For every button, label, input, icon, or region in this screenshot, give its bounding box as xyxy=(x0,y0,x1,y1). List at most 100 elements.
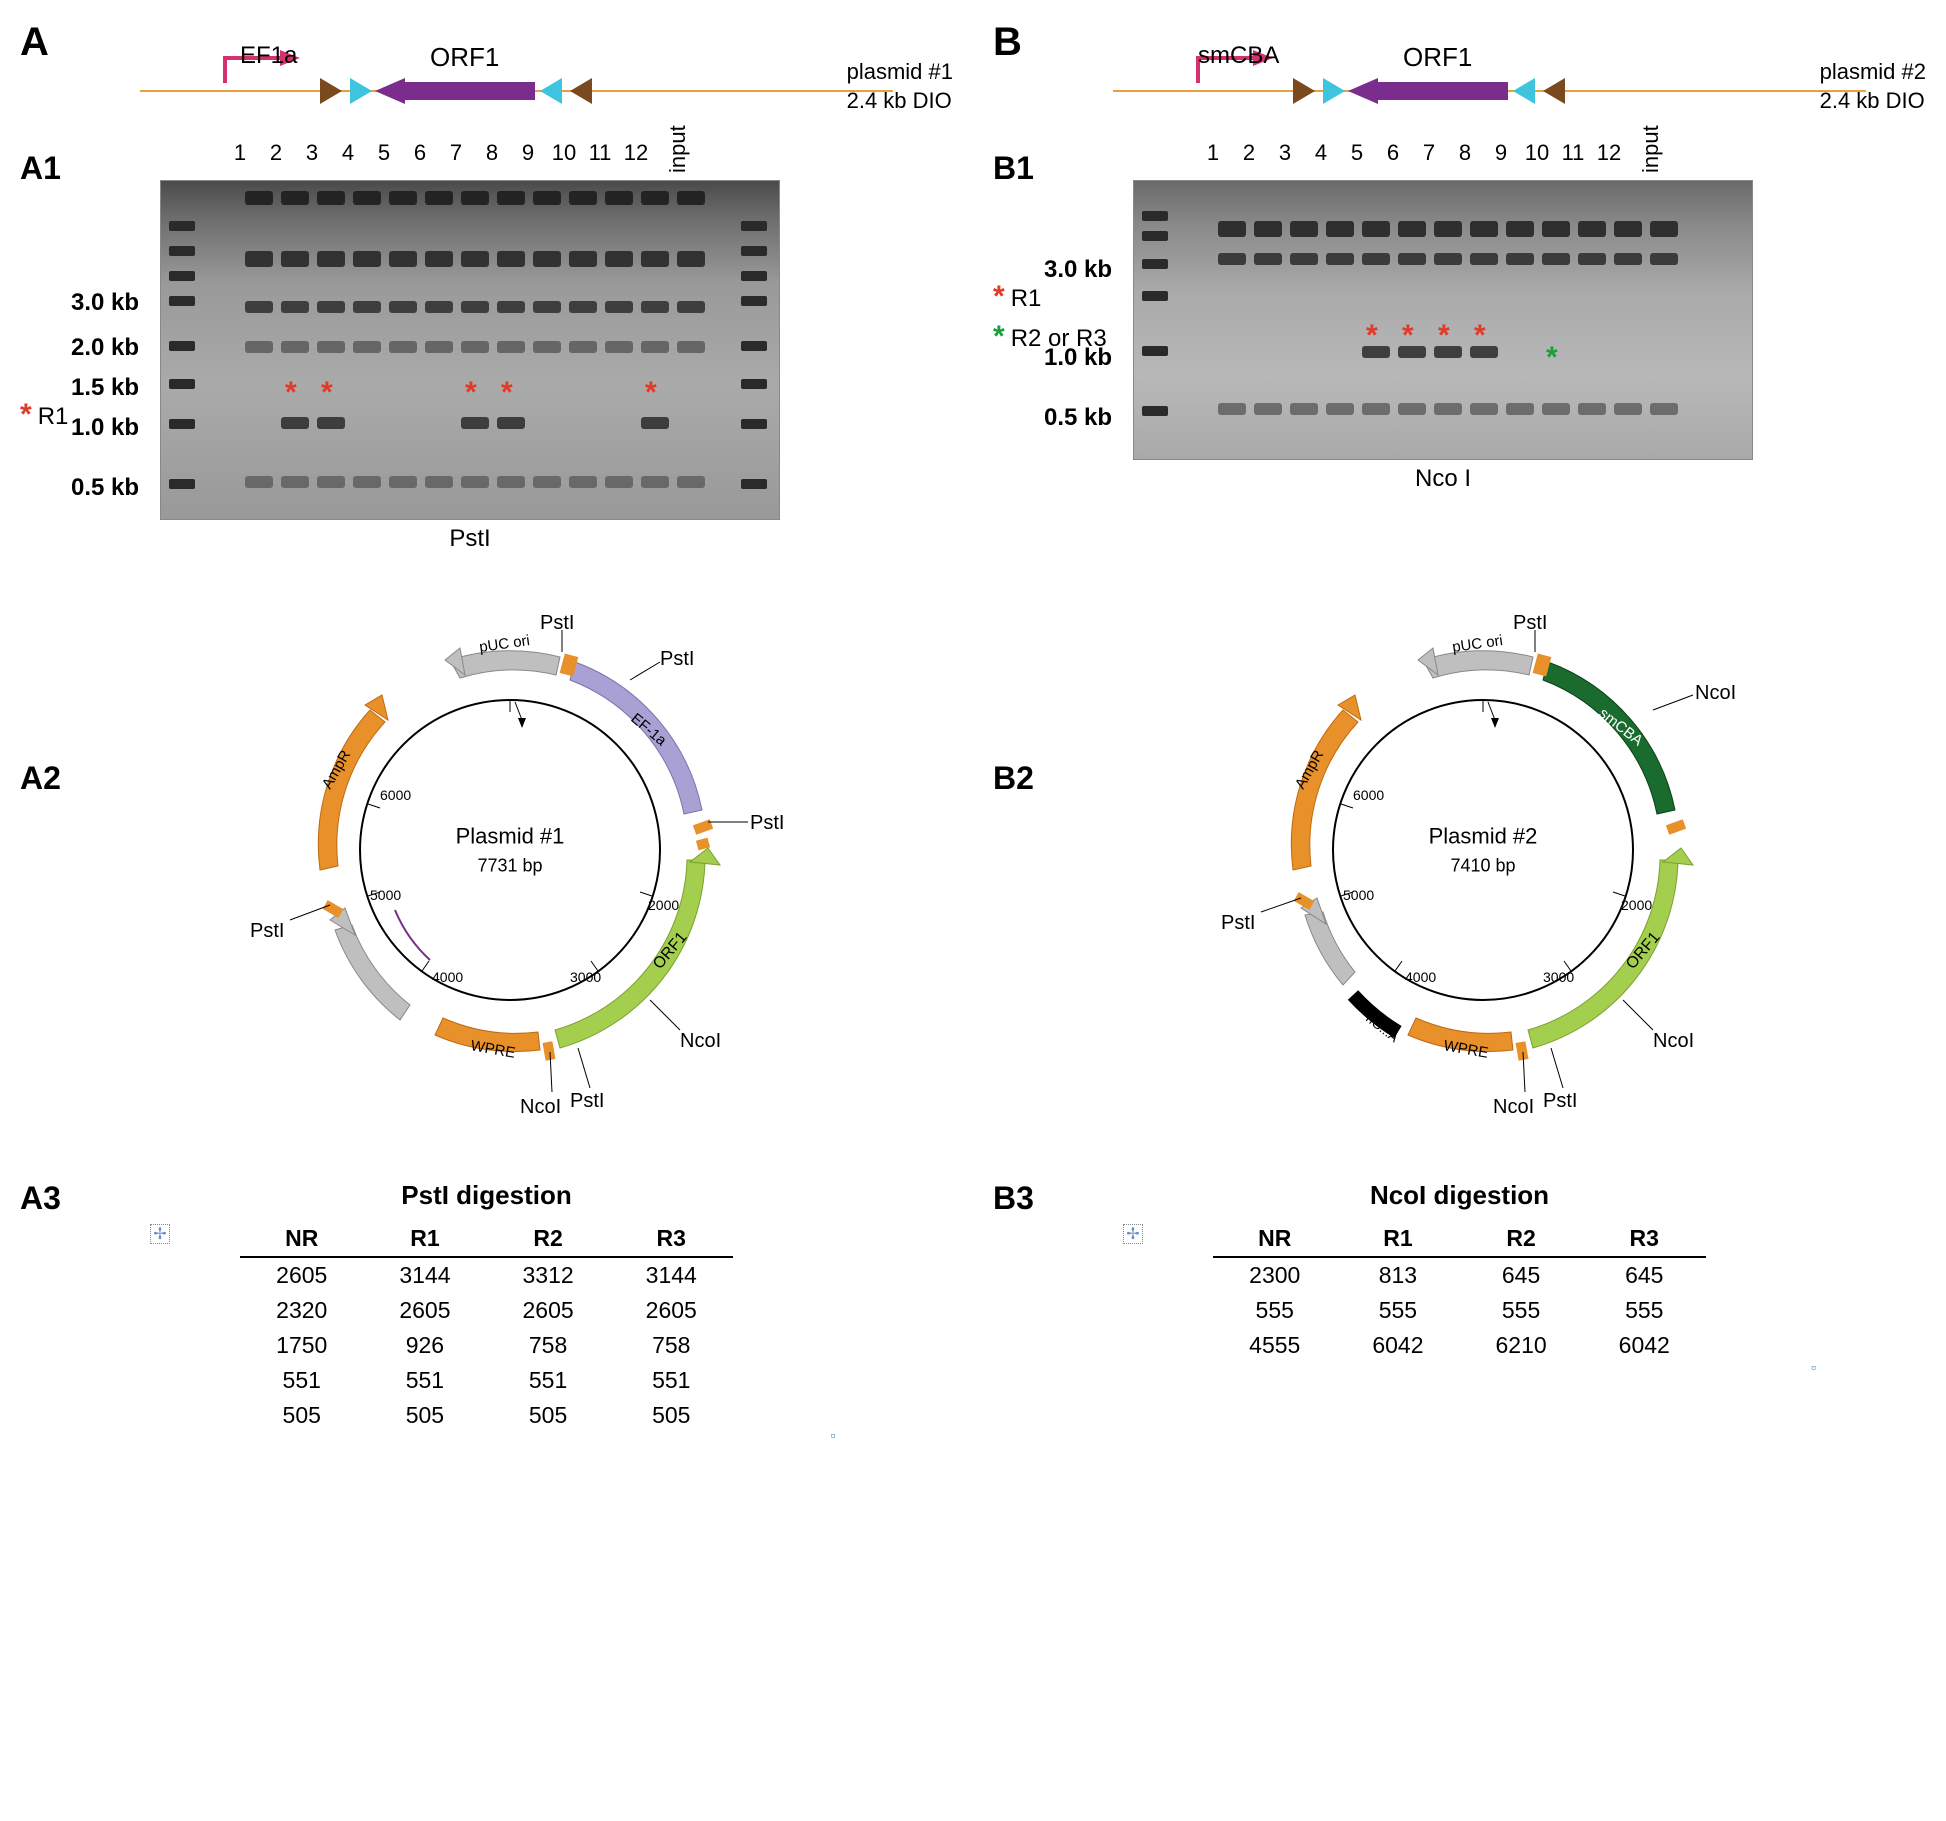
lane-label: 10 xyxy=(546,140,582,166)
panel-b2-label: B2 xyxy=(993,760,1034,797)
lane-label: 12 xyxy=(1591,140,1627,166)
lane-label: 6 xyxy=(402,140,438,166)
crop-mark-icon: ✢ xyxy=(1123,1224,1143,1244)
table-cell: 2605 xyxy=(610,1293,733,1328)
tick-6000: 6000 xyxy=(380,787,411,803)
lane-label: 1 xyxy=(222,140,258,166)
table-a: NR R1 R2 R3 2605314433123144232026052605… xyxy=(240,1221,733,1433)
col-r3: R3 xyxy=(610,1221,733,1257)
size-marker: 3.0 kb xyxy=(1044,256,1112,284)
col-r2: R2 xyxy=(487,1221,610,1257)
map-b-size: 7410 bp xyxy=(1429,856,1538,877)
ladder-left-b xyxy=(1142,191,1168,471)
site-label: NcoI xyxy=(680,1030,721,1053)
lane-label: 11 xyxy=(582,140,618,166)
gel-a-enzyme: PstI xyxy=(449,525,490,553)
panel-b-label: B xyxy=(993,20,1022,65)
table-cell: 2605 xyxy=(363,1293,486,1328)
lox-cyan-right-b xyxy=(1513,78,1535,104)
caption-b-line2: 2.4 kb DIO xyxy=(1820,87,1926,116)
table-cell: 1750 xyxy=(240,1328,363,1363)
table-a-section: A3 ✢ PstI digestion NR R1 R2 R3 26053144… xyxy=(20,1180,953,1433)
table-cell: 6042 xyxy=(1583,1328,1706,1363)
table-row: 551551551551 xyxy=(240,1363,733,1398)
size-marker: 0.5 kb xyxy=(71,474,139,502)
site-label: PstI xyxy=(540,612,574,635)
site-label: PstI xyxy=(1221,912,1255,935)
lane-label: 7 xyxy=(438,140,474,166)
table-cell: 505 xyxy=(487,1398,610,1433)
table-cell: 555 xyxy=(1213,1293,1336,1328)
lane-label: 11 xyxy=(1555,140,1591,166)
legend-text: R2 or R3 xyxy=(1011,325,1107,352)
table-row: 1750926758758 xyxy=(240,1328,733,1363)
gel-a-container: 1 2 3 4 5 6 7 8 9 10 11 12 input 3.0 kb xyxy=(160,180,953,520)
table-cell: 6042 xyxy=(1336,1328,1459,1363)
table-cell: 555 xyxy=(1336,1293,1459,1328)
table-row: 2300813645645 xyxy=(1213,1257,1706,1293)
lane-label: 2 xyxy=(258,140,294,166)
construct-b-caption: plasmid #2 2.4 kb DIO xyxy=(1820,58,1926,115)
svg-text:5000: 5000 xyxy=(1343,887,1374,903)
plasmid-map-a: 2000 3000 4000 5000 6000 pUC ori EF-1a O… xyxy=(260,600,760,1100)
map-b-center: Plasmid #2 7410 bp xyxy=(1429,824,1538,877)
construct-b: smCBA ORF1 plasmid #2 2.4 kb DIO xyxy=(1113,40,1866,140)
table-b-title: NcoI digestion xyxy=(993,1180,1926,1211)
lox-cyan-right-a xyxy=(540,78,562,104)
asterisk-icon: * xyxy=(20,398,32,431)
lane-label: 7 xyxy=(1411,140,1447,166)
asterisk-icon: * xyxy=(321,376,333,410)
lane-label: 8 xyxy=(1447,140,1483,166)
panel-b3-label: B3 xyxy=(993,1180,1034,1217)
table-cell: 505 xyxy=(240,1398,363,1433)
table-cell: 758 xyxy=(610,1328,733,1363)
lox-brown-left-a xyxy=(320,78,342,104)
asterisk-icon: * xyxy=(1474,319,1486,353)
site-label: PstI xyxy=(570,1090,604,1113)
lane-label: 3 xyxy=(1267,140,1303,166)
panel-b-top: B smCBA ORF1 plasmid #2 2.4 kb DI xyxy=(993,20,1926,140)
col-r1: R1 xyxy=(1336,1221,1459,1257)
promoter-a-label: EF1a xyxy=(240,42,297,70)
lox-cyan-left-b xyxy=(1323,78,1345,104)
lane-label-input: input xyxy=(1638,133,1664,173)
orf-b-label: ORF1 xyxy=(1403,42,1472,73)
lane-label: 5 xyxy=(1339,140,1375,166)
col-nr: NR xyxy=(1213,1221,1336,1257)
lane-label: 2 xyxy=(1231,140,1267,166)
tick-4000: 4000 xyxy=(432,969,463,985)
svg-text:2000: 2000 xyxy=(1621,897,1652,913)
svg-text:6000: 6000 xyxy=(1353,787,1384,803)
table-cell: 551 xyxy=(487,1363,610,1398)
table-cell: 551 xyxy=(240,1363,363,1398)
caption-a-line1: plasmid #1 xyxy=(847,58,953,87)
lane-label: 6 xyxy=(1375,140,1411,166)
table-cell: 758 xyxy=(487,1328,610,1363)
gel-b-legend-r2r3: *R2 or R3 xyxy=(993,320,1107,354)
table-cell: 6210 xyxy=(1460,1328,1583,1363)
asterisk-icon: * xyxy=(645,376,657,410)
asterisk-icon: * xyxy=(465,376,477,410)
table-cell: 551 xyxy=(610,1363,733,1398)
asterisk-icon: * xyxy=(993,280,1005,313)
plasmid-map-b: 2000 3000 4000 5000 6000 pUC ori smCBA O… xyxy=(1233,600,1733,1100)
lane-label: 3 xyxy=(294,140,330,166)
lox-cyan-left-a xyxy=(350,78,372,104)
table-cell: 926 xyxy=(363,1328,486,1363)
table-row: 4555604262106042 xyxy=(1213,1328,1706,1363)
size-marker: 1.0 kb xyxy=(71,414,139,442)
gel-b-container: 1 2 3 4 5 6 7 8 9 10 11 12 input 3.0 kb xyxy=(1133,180,1926,460)
asterisk-icon: * xyxy=(501,376,513,410)
table-cell: 2605 xyxy=(240,1257,363,1293)
asterisk-icon: * xyxy=(1366,319,1378,353)
construct-a-caption: plasmid #1 2.4 kb DIO xyxy=(847,58,953,115)
col-nr: NR xyxy=(240,1221,363,1257)
legend-text: R1 xyxy=(1011,285,1042,312)
asterisk-icon: * xyxy=(285,376,297,410)
tick-2000: 2000 xyxy=(648,897,679,913)
site-label: PstI xyxy=(1543,1090,1577,1113)
panel-a3-label: A3 xyxy=(20,1180,61,1217)
orf-b-arrow xyxy=(1348,78,1508,104)
gel-b: 3.0 kb 1.0 kb 0.5 kb ***** Nco I xyxy=(1133,180,1753,460)
lane-label-input: input xyxy=(665,133,691,173)
